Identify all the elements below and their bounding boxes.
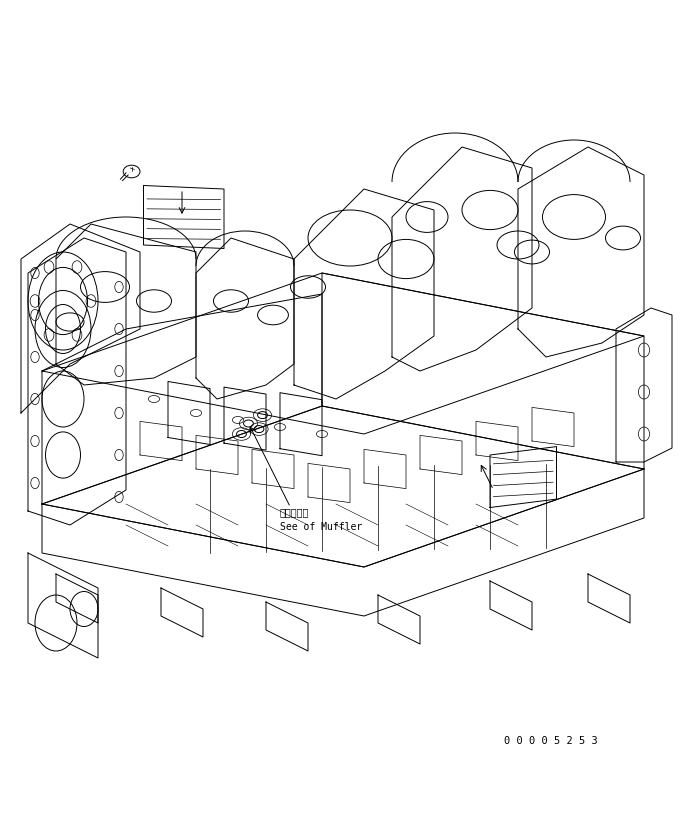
Polygon shape: [42, 470, 644, 616]
Polygon shape: [28, 239, 126, 525]
Text: マフラ参照: マフラ参照: [280, 507, 309, 517]
Text: See of Muffler: See of Muffler: [280, 521, 363, 531]
Polygon shape: [616, 308, 672, 462]
Polygon shape: [56, 225, 196, 385]
Polygon shape: [196, 239, 294, 399]
Polygon shape: [168, 382, 210, 445]
Polygon shape: [42, 294, 322, 504]
Polygon shape: [144, 186, 224, 249]
Text: 0 0 0 0 5 2 5 3: 0 0 0 0 5 2 5 3: [504, 735, 598, 746]
Polygon shape: [28, 553, 98, 658]
Polygon shape: [42, 407, 644, 567]
Polygon shape: [490, 447, 556, 508]
Polygon shape: [322, 274, 644, 470]
Polygon shape: [392, 148, 532, 371]
Polygon shape: [42, 274, 644, 434]
Polygon shape: [224, 388, 266, 451]
Polygon shape: [518, 148, 644, 357]
Polygon shape: [294, 189, 434, 399]
Polygon shape: [280, 393, 322, 457]
Polygon shape: [21, 225, 140, 414]
